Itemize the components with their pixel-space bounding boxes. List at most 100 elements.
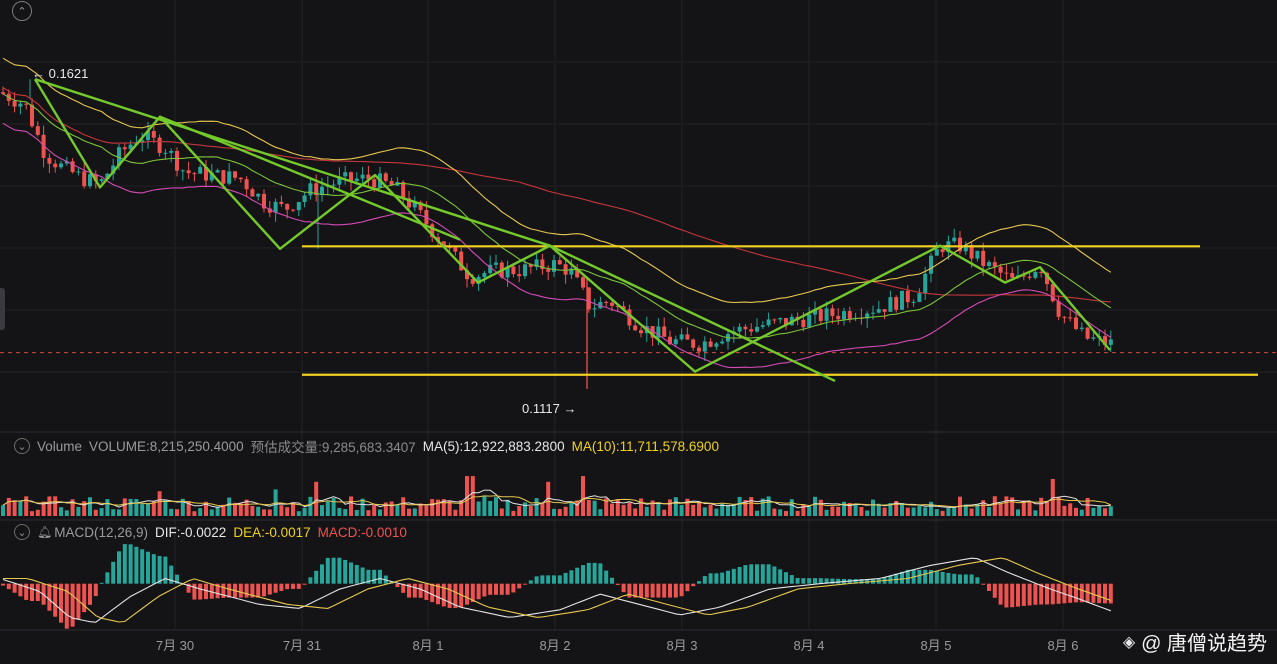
- macd-histogram-bar: [865, 579, 870, 584]
- candle-body: [320, 186, 324, 196]
- candle-body: [528, 264, 533, 267]
- candle: [975, 250, 980, 262]
- macd-histogram-bar: [963, 574, 968, 584]
- volume-bar: [876, 503, 881, 516]
- candle: [540, 253, 545, 275]
- volume-bar: [923, 507, 928, 516]
- candle-body: [1004, 272, 1009, 274]
- candle-body: [453, 247, 458, 252]
- volume-bar: [563, 506, 568, 516]
- volume-bar: [760, 498, 765, 516]
- candle-body: [430, 224, 435, 238]
- volume-bar: [586, 500, 591, 516]
- macd-histogram-bar: [1027, 583, 1032, 606]
- candle: [824, 301, 829, 330]
- candle: [633, 319, 638, 332]
- macd-histogram-bar: [505, 583, 510, 595]
- candle: [581, 273, 585, 291]
- volume-bar: [749, 497, 754, 516]
- volume-bar: [528, 506, 533, 516]
- volume-bar: [784, 511, 788, 516]
- volume-bar: [128, 498, 133, 516]
- volume-bar: [621, 504, 626, 516]
- macd-histogram-bar: [447, 583, 452, 608]
- candle: [639, 327, 643, 338]
- candle-body: [41, 134, 46, 158]
- macd-histogram-bar: [465, 583, 469, 605]
- candle-body: [673, 339, 678, 345]
- macd-histogram-bar: [1021, 583, 1026, 606]
- side-panel-handle[interactable]: [0, 288, 5, 330]
- volume-bar: [1004, 496, 1009, 516]
- macd-panel[interactable]: [1, 544, 1113, 629]
- volume-bar: [70, 499, 75, 516]
- volume-bar: [633, 508, 638, 516]
- candle-body: [917, 293, 922, 302]
- macd-header: ⌄ 🔔︎ MACD(12,26,9) DIF:-0.0022 DEA:-0.00…: [14, 524, 414, 540]
- volume-bar: [1056, 497, 1061, 516]
- volume-bar: [934, 509, 939, 516]
- macd-title: MACD(12,26,9): [54, 524, 149, 540]
- volume-bar: [146, 503, 150, 516]
- macd-histogram-bar: [656, 583, 661, 598]
- candle-body: [685, 334, 690, 340]
- macd-histogram-bar: [731, 568, 736, 584]
- chevron-up-circle-icon[interactable]: ⌃: [12, 1, 32, 21]
- bell-icon[interactable]: 🔔︎: [37, 525, 53, 539]
- candle: [992, 256, 997, 275]
- trendline: [34, 78, 551, 247]
- candle: [238, 177, 243, 183]
- candle-body: [122, 147, 127, 150]
- candle: [760, 321, 765, 330]
- candle: [1033, 270, 1038, 280]
- candle-body: [621, 306, 626, 310]
- volume-bar: [1039, 497, 1044, 516]
- volume-bar: [372, 504, 377, 516]
- macd-histogram-bar: [720, 572, 725, 584]
- volume-bar: [871, 499, 875, 516]
- candle-body: [180, 170, 185, 172]
- volume-bar: [1091, 507, 1096, 516]
- candle-body: [1074, 317, 1078, 329]
- price-panel[interactable]: [0, 57, 1277, 389]
- volume-bar: [76, 507, 81, 516]
- volume-bar: [88, 497, 92, 516]
- macd-histogram-bar: [1074, 583, 1078, 603]
- volume-bar: [697, 501, 701, 516]
- macd-histogram-bar: [53, 583, 58, 617]
- macd-histogram-bar: [1039, 583, 1044, 605]
- candle: [720, 338, 725, 345]
- macd-histogram-bar: [592, 562, 597, 584]
- macd-histogram-bar: [586, 562, 591, 584]
- volume-bar: [256, 506, 261, 516]
- candle-body: [604, 301, 609, 303]
- candle-body: [82, 171, 87, 187]
- chevron-down-circle-icon[interactable]: ⌄: [14, 524, 30, 540]
- candle: [1079, 322, 1084, 332]
- candle: [1062, 316, 1067, 324]
- volume-bar: [175, 509, 179, 516]
- candle-body: [592, 308, 597, 310]
- macd-histogram-bar: [557, 575, 562, 584]
- macd-histogram-bar: [250, 583, 255, 598]
- candle-body: [105, 173, 110, 180]
- macd-histogram-bar: [70, 583, 75, 627]
- macd-histogram-bar: [755, 564, 759, 584]
- candle: [250, 187, 255, 197]
- macd-histogram-bar: [853, 579, 858, 584]
- volume-bar: [778, 509, 783, 516]
- candle: [111, 158, 116, 181]
- candle: [778, 317, 783, 324]
- volume-panel[interactable]: [1, 476, 1113, 516]
- candle-body: [412, 202, 417, 208]
- candle-body: [905, 290, 910, 303]
- chevron-down-circle-icon[interactable]: ⌄: [14, 438, 30, 454]
- macd-histogram-bar: [482, 583, 487, 597]
- candle-body: [70, 161, 75, 173]
- volume-bar: [1079, 509, 1084, 516]
- volume-bar: [673, 497, 678, 516]
- candle-body: [488, 264, 493, 274]
- macd-histogram-bar: [1068, 583, 1073, 603]
- candle-body: [772, 319, 777, 321]
